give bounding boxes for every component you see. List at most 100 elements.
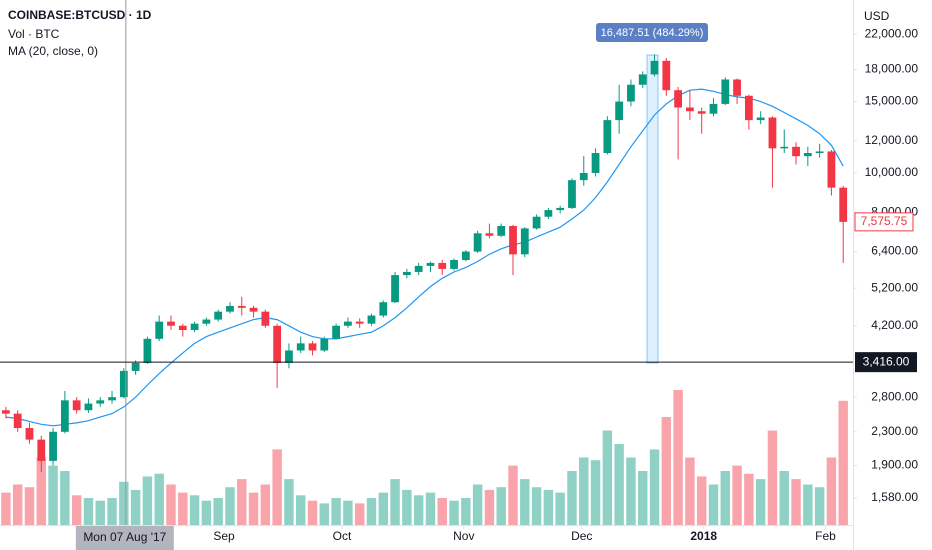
candle-body (591, 153, 600, 173)
volume-bar (649, 449, 660, 525)
volume-bar (213, 498, 223, 525)
candle-body (214, 311, 223, 320)
candle-body (461, 251, 470, 261)
candle-body (72, 400, 81, 411)
candle-body (355, 321, 364, 324)
volume-bar (696, 476, 707, 525)
volume-bar (496, 487, 506, 525)
volume-bar (201, 500, 212, 525)
volume-bar (95, 500, 105, 525)
volume-bar (803, 484, 813, 525)
candle-body (686, 107, 694, 112)
volume-bar (744, 473, 754, 525)
x-tick-label: Sep (213, 529, 235, 543)
y-tick-label: 5,200.00 (871, 280, 918, 294)
volume-bar (413, 495, 424, 525)
volume-bar (331, 498, 341, 525)
candle-body (178, 325, 187, 330)
chart-title: COINBASE:BTCUSD · 1D (8, 8, 152, 22)
volume-bar (543, 489, 554, 525)
candle-body (520, 228, 529, 255)
candle-body (650, 60, 659, 75)
candle-body (49, 431, 57, 461)
y-tick-label: 18,000.00 (865, 62, 919, 76)
candle-body (674, 90, 682, 108)
volume-bar (614, 444, 624, 525)
volume-bar (107, 498, 117, 525)
volume-bar (484, 489, 495, 525)
volume-bar (142, 476, 153, 525)
candle-body (226, 305, 234, 312)
candle-body (450, 260, 458, 269)
y-tick-label: 2,800.00 (871, 389, 918, 403)
y-tick-label: 1,900.00 (871, 458, 918, 472)
candle-body (603, 120, 612, 154)
volume-bar (638, 471, 648, 525)
volume-bar (119, 481, 129, 525)
volume-bar (791, 479, 801, 525)
volume-bar (590, 460, 601, 525)
candle-body (237, 305, 246, 308)
volume-bar (178, 492, 188, 525)
volume-bar (284, 479, 294, 525)
volume-bar (260, 484, 271, 525)
candle-body (344, 321, 352, 326)
candle-body (780, 146, 789, 149)
candle-body (308, 343, 317, 351)
candle-body (544, 210, 553, 217)
candle-body (803, 153, 812, 157)
candle-body (638, 74, 647, 85)
volume-bar (36, 457, 46, 525)
x-tick-label: Feb (815, 529, 836, 543)
volume-bar (826, 457, 837, 525)
volume-bar (732, 465, 742, 525)
volume-bar (343, 500, 353, 525)
candle-body (839, 187, 848, 222)
candle-body (414, 265, 423, 272)
candle-body (792, 146, 800, 157)
volume-bar (71, 495, 82, 525)
volume-bar (354, 503, 365, 525)
candle-body (662, 60, 671, 91)
measure-label: 16,487.51 (484.29%) (601, 27, 704, 39)
volume-bar (673, 390, 683, 525)
volume-bar (461, 498, 471, 525)
candle-body (320, 338, 329, 351)
volume-bar (60, 471, 70, 525)
candle-body (827, 151, 836, 188)
volume-bar (685, 457, 695, 525)
candle-body (131, 362, 140, 371)
y-tick-label: 15,000.00 (865, 94, 919, 108)
y-tick-label: 10,000.00 (865, 165, 919, 179)
volume-bar (661, 417, 672, 525)
candle-body (438, 262, 447, 269)
candle-body (402, 271, 411, 276)
volume-bar (1, 492, 11, 525)
candle-body (756, 117, 765, 121)
volume-bar (378, 492, 388, 525)
x-tick-label: Oct (333, 529, 352, 543)
volume-bar (579, 457, 589, 525)
crosshair-x-box (75, 526, 174, 550)
candle-body (768, 117, 777, 149)
x-tick-label: Nov (453, 529, 474, 543)
candle-body (84, 403, 93, 411)
volume-bar (319, 503, 330, 525)
volume-bar (520, 479, 530, 525)
candle-body (273, 325, 282, 363)
volume-bar (402, 489, 412, 525)
candle-body (155, 321, 164, 339)
candle-body (60, 400, 69, 432)
candle-body (285, 350, 293, 363)
measure-range (646, 54, 659, 364)
volume-bar (48, 465, 58, 525)
volume-bar (225, 487, 235, 525)
candle-body (697, 111, 706, 114)
volume-bar (83, 498, 94, 525)
volume-bar (814, 487, 825, 525)
volume-bar (425, 492, 436, 525)
candle-body (709, 103, 718, 114)
candle-body (721, 79, 730, 104)
candle-body (473, 233, 482, 252)
candle-body (249, 307, 258, 312)
